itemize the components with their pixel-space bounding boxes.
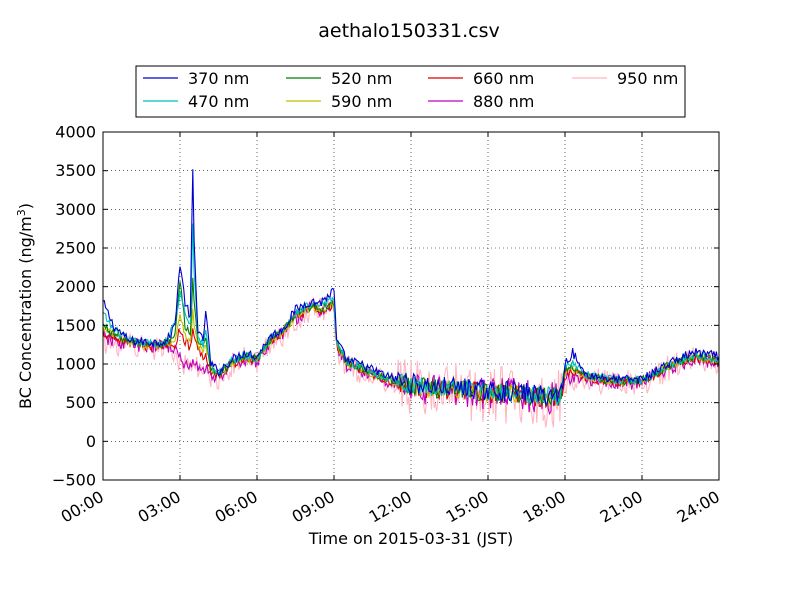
legend-items: 370 nm 470 nm 520 nm 590 nm 660 nm 880 nm 950 … [143, 69, 678, 111]
legend: 370 nm 470 nm 520 nm 590 nm 660 nm 880 nm 950 … [135, 65, 686, 118]
x-axis-label: Time on 2015-03-31 (JST) [308, 529, 513, 548]
y-axis-label-main: BC Concentration (ng/m [16, 216, 35, 409]
y-tick-label: 3000 [55, 200, 96, 219]
y-tick-label: 0 [86, 432, 96, 451]
legend-label: 880 nm [473, 92, 534, 111]
y-tick-label: 1000 [55, 355, 96, 374]
y-tick-label: 3500 [55, 161, 96, 180]
legend-label: 470 nm [188, 92, 249, 111]
legend-label: 520 nm [331, 69, 392, 88]
series-line-950-nm [102, 296, 720, 428]
y-axis-label: BC Concentration (ng/m3) [15, 203, 35, 409]
series-line-880-nm [102, 300, 720, 416]
legend-label: 370 nm [188, 69, 249, 88]
y-tick-label: −500 [52, 471, 96, 490]
legend-label: 660 nm [473, 69, 534, 88]
legend-label: 590 nm [331, 92, 392, 111]
series-lines [102, 169, 720, 428]
series-line-520-nm [102, 277, 720, 407]
y-axis-label-end: ) [16, 203, 35, 209]
y-tick-label: 1500 [55, 316, 96, 335]
series-line-370-nm [102, 169, 720, 406]
y-tick-label: 4000 [55, 123, 96, 142]
y-tick-label: 2500 [55, 239, 96, 258]
y-axis-label-superscript: 3 [15, 209, 28, 216]
y-axis-ticks: −500 0 500 1000 1500 2000 2500 3000 3500 4000 [52, 123, 719, 490]
y-tick-label: 500 [65, 393, 96, 412]
legend-label: 950 nm [617, 69, 678, 88]
legend-box [135, 65, 686, 118]
chart-title: aethalo150331.csv [318, 20, 500, 42]
y-tick-label: 2000 [55, 277, 96, 296]
